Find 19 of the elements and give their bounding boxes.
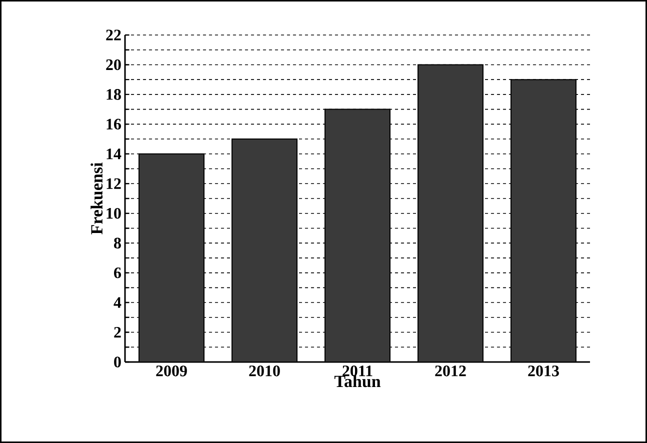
y-tick-label: 14: [106, 148, 122, 160]
y-tick-label: 20: [106, 59, 121, 70]
y-tick-label: 6: [114, 267, 121, 278]
x-tick-label: 2011: [342, 366, 372, 376]
x-tick-label: 2010: [249, 366, 280, 376]
y-tick-label: 0: [114, 356, 121, 368]
y-tick-label: 10: [106, 208, 121, 219]
x-axis-title: Tahun: [334, 375, 381, 388]
y-tick-label: 8: [114, 238, 121, 248]
y-tick-label: 2: [114, 326, 121, 338]
x-tick-label: 2012: [435, 366, 466, 376]
y-axis-title: Frekuensi: [90, 162, 103, 234]
x-tick-label: 2009: [156, 366, 187, 376]
y-tick-label: 12: [106, 178, 121, 189]
y-tick-label: 22: [106, 30, 121, 40]
y-tick-label: 4: [114, 297, 122, 308]
y-tick-label: 16: [106, 118, 121, 130]
y-tick-label: 18: [106, 89, 121, 100]
x-tick-label: 2013: [528, 366, 559, 376]
